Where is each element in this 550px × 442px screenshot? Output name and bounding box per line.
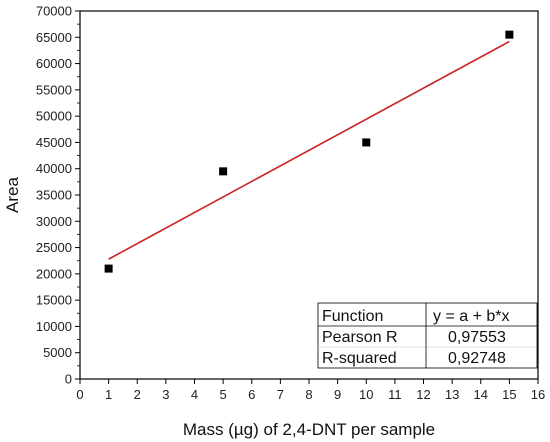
- stats-value-r-squared: 0,92748: [448, 350, 506, 367]
- x-tick-label: 3: [162, 387, 169, 402]
- y-tick-label: 70000: [36, 4, 72, 19]
- stats-key-pearson-r: Pearson R: [322, 329, 398, 346]
- y-tick-label: 50000: [36, 109, 72, 124]
- y-tick-label: 40000: [36, 161, 72, 176]
- stats-value-function: y = a + b*x: [433, 308, 510, 325]
- x-tick-label: 5: [220, 387, 227, 402]
- y-axis-label: Area: [3, 177, 22, 213]
- y-tick-label: 45000: [36, 135, 72, 150]
- stats-value-pearson-r: 0,97553: [448, 329, 506, 346]
- stats-key-r-squared: R-squared: [322, 350, 397, 367]
- x-tick-label: 8: [305, 387, 312, 402]
- y-tick-label: 20000: [36, 266, 72, 281]
- x-tick-label: 1: [105, 387, 112, 402]
- y-tick-label: 60000: [36, 56, 72, 71]
- x-tick-label: 16: [531, 387, 545, 402]
- data-points: [104, 30, 514, 273]
- x-tick-label: 10: [359, 387, 373, 402]
- x-axis-ticks: 0 1 2 3 4 5 6 7 8 9 10 11 12 13 14 15 16: [76, 379, 545, 402]
- data-point: [362, 138, 371, 147]
- y-tick-label: 10000: [36, 319, 72, 334]
- y-tick-label: 25000: [36, 240, 72, 255]
- x-tick-label: 12: [416, 387, 430, 402]
- x-tick-label: 13: [445, 387, 459, 402]
- y-tick-label: 15000: [36, 293, 72, 308]
- y-tick-label: 35000: [36, 188, 72, 203]
- y-tick-label: 65000: [36, 30, 72, 45]
- stats-table: Function y = a + b*x Pearson R 0,97553 R…: [317, 302, 538, 369]
- y-tick-label: 55000: [36, 82, 72, 97]
- x-tick-label: 6: [248, 387, 255, 402]
- data-point: [104, 264, 113, 273]
- data-point: [219, 167, 228, 176]
- data-point: [505, 30, 514, 39]
- x-tick-label: 7: [277, 387, 284, 402]
- stats-key-function: Function: [322, 308, 383, 325]
- fit-line: [108, 40, 510, 260]
- y-tick-label: 5000: [43, 345, 72, 360]
- x-tick-label: 2: [134, 387, 141, 402]
- x-tick-label: 9: [334, 387, 341, 402]
- y-axis-ticks: 0 5000 10000 15000 20000 25000 30000 35000 40000…: [36, 4, 80, 387]
- x-axis-label: Mass (µg) of 2,4-DNT per sample: [183, 420, 435, 439]
- x-tick-label: 11: [388, 387, 402, 402]
- y-tick-label: 0: [65, 372, 72, 387]
- x-tick-label: 14: [474, 387, 488, 402]
- stats-table-box: [317, 302, 538, 369]
- fit-line-group: [108, 40, 510, 260]
- x-tick-label: 0: [76, 387, 83, 402]
- x-tick-label: 4: [191, 387, 198, 402]
- y-tick-label: 30000: [36, 214, 72, 229]
- x-tick-label: 15: [502, 387, 516, 402]
